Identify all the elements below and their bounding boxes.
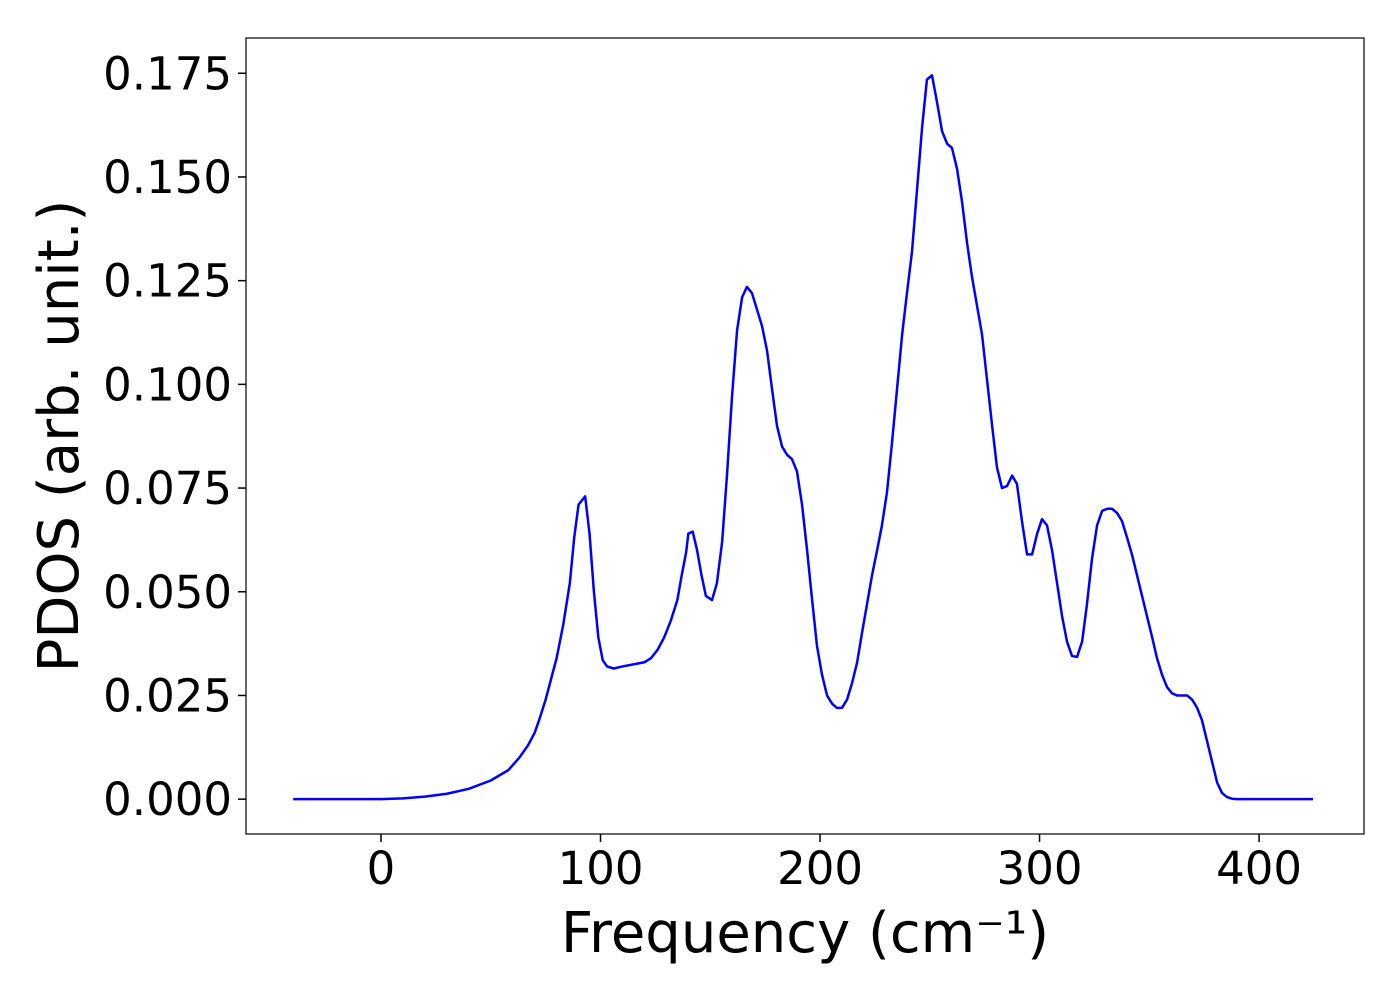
y-tick-label: 0.100 [103,358,232,411]
plot-frame [245,37,1365,835]
y-tick-label: 0.025 [103,669,232,722]
y-tick-label: 0.125 [103,255,232,308]
x-tick-label: 100 [558,842,644,895]
x-tick-label: 0 [367,842,396,895]
data-line [293,74,1314,801]
y-tick-label: 0.150 [103,151,232,204]
x-tick-label: 200 [777,842,863,895]
x-axis-label: Frequency (cm⁻¹) [561,901,1049,966]
y-tick-label: 0.075 [103,462,232,515]
y-axis-label: PDOS (arb. unit.) [27,200,92,673]
x-tick-label: 300 [997,842,1083,895]
y-tick-label: 0.050 [103,566,232,619]
y-tick-label: 0.000 [103,773,232,826]
y-tick-label: 0.175 [103,47,232,100]
x-tick-label: 400 [1216,842,1302,895]
